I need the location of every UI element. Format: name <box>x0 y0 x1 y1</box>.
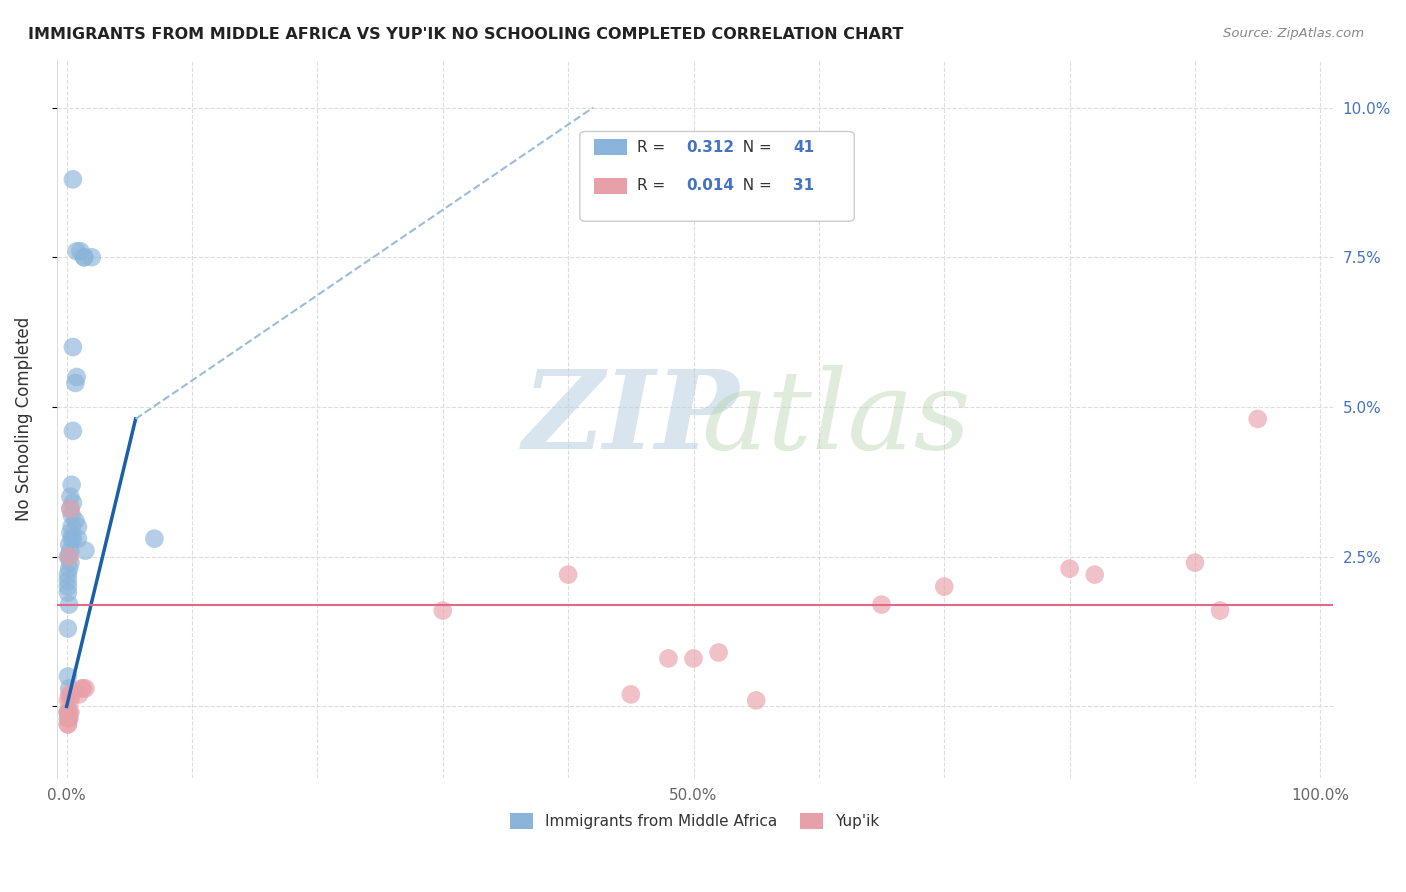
Point <box>59 706 82 720</box>
Text: 0.014: 0.014 <box>686 178 734 193</box>
Point <box>60 477 83 491</box>
Point <box>59 501 82 516</box>
Point <box>143 532 166 546</box>
Point <box>1184 556 1206 570</box>
Point <box>557 567 579 582</box>
Text: Source: ZipAtlas.com: Source: ZipAtlas.com <box>1223 27 1364 40</box>
Point <box>62 496 84 510</box>
Point <box>66 519 89 533</box>
Point <box>1084 567 1107 582</box>
Point <box>56 574 79 588</box>
Point <box>62 532 84 546</box>
Text: atlas: atlas <box>702 365 970 473</box>
Point <box>56 585 79 599</box>
Point <box>56 706 79 720</box>
Bar <box>593 178 627 194</box>
Point <box>56 622 79 636</box>
Point <box>66 244 89 259</box>
Text: ZIP: ZIP <box>523 365 740 473</box>
Point <box>72 681 94 696</box>
Point <box>620 687 643 701</box>
Point <box>58 561 80 575</box>
Text: R =: R = <box>637 178 671 193</box>
Point <box>56 693 79 707</box>
Text: N =: N = <box>733 140 776 155</box>
Point <box>75 543 97 558</box>
Bar <box>593 139 627 155</box>
Point <box>60 508 83 522</box>
Y-axis label: No Schooling Completed: No Schooling Completed <box>15 317 32 521</box>
Point <box>62 172 84 186</box>
Point <box>870 598 893 612</box>
Point <box>56 706 79 720</box>
Point <box>65 514 87 528</box>
Point <box>58 549 80 564</box>
Point <box>58 711 80 725</box>
Point <box>59 525 82 540</box>
Legend: Immigrants from Middle Africa, Yup'ik: Immigrants from Middle Africa, Yup'ik <box>503 807 886 835</box>
Point <box>62 340 84 354</box>
Text: N =: N = <box>733 178 776 193</box>
Text: 0.312: 0.312 <box>686 140 734 155</box>
Point <box>56 549 79 564</box>
Point <box>56 717 79 731</box>
Point <box>58 687 80 701</box>
Point <box>682 651 704 665</box>
Point <box>73 250 96 264</box>
Point <box>56 706 79 720</box>
Point <box>58 711 80 725</box>
Text: R =: R = <box>637 140 671 155</box>
Point <box>60 687 83 701</box>
Point <box>60 532 83 546</box>
Point <box>432 603 454 617</box>
Point <box>60 519 83 533</box>
Point <box>58 598 80 612</box>
Point <box>1247 412 1270 426</box>
Point <box>56 717 79 731</box>
Point <box>657 651 679 665</box>
Point <box>707 645 730 659</box>
Point <box>70 681 93 696</box>
Point <box>66 532 89 546</box>
Point <box>745 693 768 707</box>
Point <box>58 549 80 564</box>
Text: 31: 31 <box>793 178 814 193</box>
Point <box>59 490 82 504</box>
Point <box>75 681 97 696</box>
Point <box>934 580 956 594</box>
Point <box>1059 561 1081 575</box>
Point <box>80 250 103 264</box>
Point <box>66 370 89 384</box>
Point <box>67 687 90 701</box>
Point <box>59 693 82 707</box>
Point <box>1209 603 1232 617</box>
Point <box>73 250 96 264</box>
Point <box>56 567 79 582</box>
Text: IMMIGRANTS FROM MIDDLE AFRICA VS YUP'IK NO SCHOOLING COMPLETED CORRELATION CHART: IMMIGRANTS FROM MIDDLE AFRICA VS YUP'IK … <box>28 27 904 42</box>
Point <box>59 501 82 516</box>
Point <box>59 543 82 558</box>
Point <box>58 706 80 720</box>
Point <box>69 244 91 259</box>
Point <box>58 681 80 696</box>
Text: 41: 41 <box>793 140 814 155</box>
Point <box>65 376 87 390</box>
Point <box>62 424 84 438</box>
Point <box>56 669 79 683</box>
FancyBboxPatch shape <box>579 131 855 221</box>
Point <box>56 711 79 725</box>
Point <box>58 538 80 552</box>
Point <box>59 556 82 570</box>
Point <box>56 580 79 594</box>
